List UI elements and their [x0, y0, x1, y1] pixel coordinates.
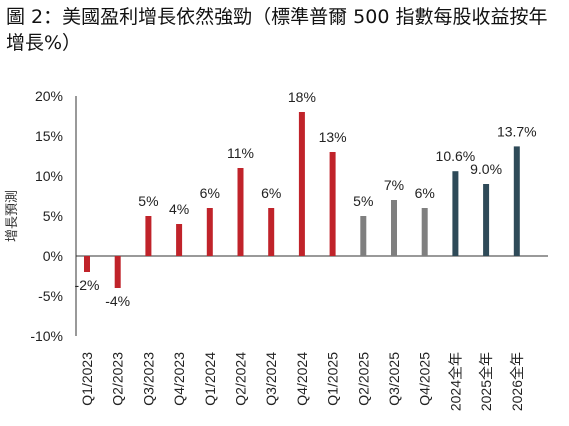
category-label: Q2/2025	[355, 352, 371, 406]
y-axis-label: 增長預測	[5, 190, 20, 242]
bar	[176, 224, 183, 256]
data-label: 10.6%	[436, 148, 476, 164]
y-tick-label: 15%	[35, 128, 63, 144]
category-label: Q1/2023	[79, 352, 95, 406]
category-label: 2026全年	[509, 352, 525, 411]
data-labels: -2% -4% 5% 4% 6% 11% 6% 18% 13% 5% 7% 6% 10.6%9.0% 13…	[75, 89, 537, 309]
category-label: Q4/2023	[171, 352, 187, 406]
category-label: Q1/2024	[202, 352, 218, 406]
category-label: Q1/2025	[325, 352, 341, 406]
data-label: -2%	[75, 277, 100, 293]
data-label: 13.7%	[497, 123, 537, 139]
data-label: 5%	[353, 193, 373, 209]
data-label: 9.0%	[470, 161, 502, 177]
bar	[206, 208, 213, 256]
bar	[391, 200, 397, 256]
bar	[329, 152, 336, 256]
y-tick-label: -5%	[38, 288, 63, 304]
data-label: 13%	[319, 129, 347, 145]
data-label: 6%	[261, 185, 281, 201]
bar	[360, 216, 367, 256]
data-label: -4%	[105, 293, 130, 309]
bar	[145, 216, 152, 256]
bar	[84, 256, 90, 272]
bar	[421, 208, 428, 256]
category-label: Q3/2023	[140, 352, 156, 406]
data-label: 5%	[138, 193, 158, 209]
y-tick-label: 20%	[35, 88, 63, 104]
chart-title: 圖 2：美國盈利增長依然強勁（標準普爾 500 指數每股收益按年增長%）	[6, 6, 548, 54]
category-labels: Q1/2023 Q2/2023 Q3/2023 Q4/2023 Q1/2024 Q2/20…	[79, 352, 525, 411]
bar	[513, 146, 520, 256]
bar	[452, 171, 459, 256]
y-tick-label: 0%	[43, 248, 63, 264]
category-label: Q3/2024	[263, 352, 279, 406]
data-label: 7%	[384, 177, 404, 193]
category-label: Q2/2023	[110, 352, 126, 406]
data-label: 6%	[415, 185, 435, 201]
bars	[84, 112, 520, 288]
category-label: 2024全年	[447, 352, 463, 411]
bar	[237, 168, 244, 256]
category-label: Q4/2024	[294, 352, 310, 406]
data-label: 6%	[200, 185, 220, 201]
bar	[114, 256, 121, 288]
category-label: Q2/2024	[233, 352, 249, 406]
category-label: 2025全年	[478, 352, 494, 411]
category-label: Q4/2025	[417, 352, 433, 406]
y-axis-ticks: -10% -5% 0% 5% 10% 15% 20%	[30, 88, 63, 344]
data-label: 4%	[169, 201, 189, 217]
data-label: 11%	[227, 145, 254, 161]
category-label: Q3/2025	[386, 352, 402, 406]
y-tick-label: 5%	[43, 208, 63, 224]
y-tick-label: -10%	[30, 328, 63, 344]
data-label: 18%	[288, 89, 316, 105]
bar	[483, 184, 490, 256]
bar	[298, 112, 305, 256]
bar	[268, 208, 275, 256]
y-tick-label: 10%	[35, 168, 63, 184]
